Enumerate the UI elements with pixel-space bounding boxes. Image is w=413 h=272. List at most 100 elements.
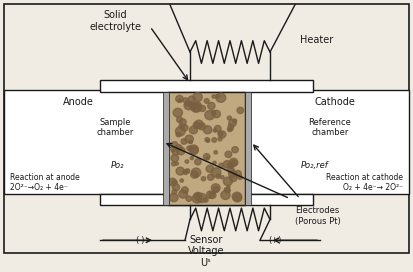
Text: Reaction at cathode: Reaction at cathode	[326, 173, 403, 182]
Circle shape	[212, 112, 216, 115]
Circle shape	[172, 149, 179, 155]
Circle shape	[169, 178, 176, 186]
Circle shape	[176, 132, 181, 137]
Circle shape	[216, 174, 221, 178]
Text: 2O²⁻→O₂ + 4e⁻: 2O²⁻→O₂ + 4e⁻	[10, 183, 68, 192]
Text: Reaction at anode: Reaction at anode	[10, 173, 80, 182]
Circle shape	[216, 94, 220, 98]
Circle shape	[212, 138, 216, 142]
Circle shape	[186, 196, 192, 201]
Circle shape	[185, 160, 189, 163]
Circle shape	[189, 102, 197, 110]
Circle shape	[227, 116, 232, 120]
Circle shape	[171, 148, 176, 152]
Text: Cathode: Cathode	[315, 97, 356, 107]
Circle shape	[229, 170, 237, 178]
Circle shape	[175, 162, 178, 165]
Circle shape	[212, 95, 216, 98]
Circle shape	[229, 158, 238, 166]
Circle shape	[176, 127, 185, 136]
Circle shape	[195, 159, 201, 165]
Circle shape	[190, 157, 193, 160]
Circle shape	[204, 99, 209, 103]
Circle shape	[224, 187, 230, 192]
Circle shape	[171, 154, 179, 162]
Circle shape	[194, 192, 202, 200]
Circle shape	[184, 101, 193, 110]
Bar	[100, 194, 313, 205]
Circle shape	[180, 179, 183, 182]
Circle shape	[219, 163, 224, 168]
Circle shape	[214, 125, 221, 132]
Circle shape	[225, 151, 232, 157]
Circle shape	[203, 126, 212, 134]
Circle shape	[169, 193, 178, 202]
Text: Solid
electrolyte: Solid electrolyte	[89, 10, 141, 32]
Circle shape	[233, 119, 237, 123]
Text: (+): (+)	[268, 236, 282, 245]
Circle shape	[189, 145, 198, 154]
Circle shape	[206, 191, 214, 199]
Circle shape	[198, 123, 205, 130]
Circle shape	[181, 187, 188, 193]
Bar	[163, 92, 169, 205]
Circle shape	[171, 142, 178, 148]
Circle shape	[176, 167, 185, 175]
Circle shape	[207, 174, 214, 180]
Circle shape	[206, 157, 209, 160]
Circle shape	[197, 193, 206, 203]
Circle shape	[230, 175, 237, 182]
Circle shape	[225, 188, 230, 193]
Circle shape	[211, 184, 220, 192]
Circle shape	[218, 137, 222, 141]
Text: Po₂,ref: Po₂,ref	[301, 161, 329, 170]
Circle shape	[204, 198, 208, 202]
Circle shape	[214, 151, 218, 154]
Circle shape	[188, 96, 195, 103]
Circle shape	[228, 167, 234, 173]
Circle shape	[232, 147, 238, 153]
Bar	[4, 90, 179, 194]
Circle shape	[192, 194, 202, 203]
Text: Po₂: Po₂	[111, 161, 125, 170]
Text: Electrodes
(Porous Pt): Electrodes (Porous Pt)	[295, 206, 341, 225]
Circle shape	[238, 175, 242, 180]
Circle shape	[208, 102, 215, 109]
Circle shape	[204, 154, 210, 160]
Circle shape	[192, 168, 201, 177]
Circle shape	[193, 93, 202, 102]
Circle shape	[179, 119, 186, 125]
Circle shape	[177, 117, 183, 122]
Circle shape	[187, 146, 192, 151]
Circle shape	[197, 193, 201, 197]
Circle shape	[179, 124, 185, 129]
Circle shape	[193, 122, 200, 128]
Circle shape	[213, 187, 219, 193]
Circle shape	[191, 103, 200, 112]
Circle shape	[211, 110, 215, 114]
Circle shape	[235, 171, 241, 177]
Text: Sample
chamber: Sample chamber	[96, 118, 134, 137]
Bar	[245, 92, 251, 205]
Circle shape	[229, 163, 233, 167]
Circle shape	[190, 147, 198, 154]
Circle shape	[209, 192, 216, 199]
Circle shape	[205, 138, 209, 142]
Circle shape	[177, 147, 185, 155]
Text: Reference
chamber: Reference chamber	[309, 118, 351, 137]
Circle shape	[221, 176, 224, 179]
Circle shape	[172, 190, 177, 194]
Text: Anode: Anode	[62, 97, 93, 107]
Circle shape	[221, 191, 230, 199]
Text: (-): (-)	[135, 236, 145, 245]
Circle shape	[192, 104, 201, 112]
Circle shape	[206, 165, 214, 172]
Circle shape	[206, 139, 210, 142]
Circle shape	[231, 160, 237, 165]
Circle shape	[185, 101, 190, 106]
Bar	[234, 90, 409, 194]
Circle shape	[227, 185, 230, 188]
Circle shape	[232, 192, 242, 201]
Circle shape	[229, 127, 233, 131]
Circle shape	[218, 131, 226, 138]
